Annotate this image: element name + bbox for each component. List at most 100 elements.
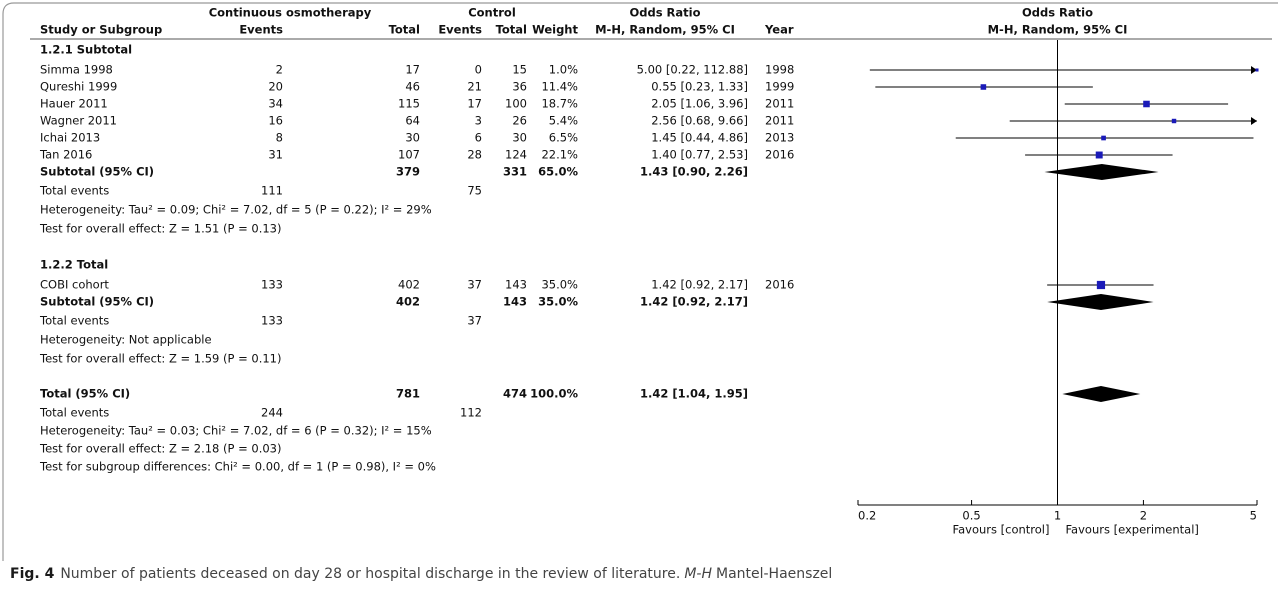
caption-abbrev-text: Mantel-Haenszel [715, 566, 833, 582]
total-events-exp: 244 [261, 406, 283, 420]
column-header: Study or Subgroup [40, 23, 162, 37]
weight: 35.0% [541, 278, 578, 292]
exp-total: 30 [405, 131, 420, 145]
column-header: Events [239, 23, 283, 37]
study-marker [1255, 68, 1259, 72]
heterogeneity: Heterogeneity: Tau² = 0.03; Chi² = 7.02,… [40, 424, 432, 438]
forest-plot: Continuous osmotherapy Control Odds Ratio O… [2, 2, 1278, 561]
favours-right: Favours [experimental] [1066, 523, 1199, 537]
study-name: Qureshi 1999 [40, 80, 117, 94]
subtotal-ci: 1.42 [0.92, 2.17] [640, 295, 748, 309]
exp-total: 17 [405, 63, 420, 77]
weight: 5.4% [549, 114, 578, 128]
subtotal-label: Total (95% CI) [40, 387, 130, 401]
odds-ratio-ci: 1.40 [0.77, 2.53] [651, 148, 748, 162]
caption-text: Number of patients deceased on day 28 or… [60, 566, 681, 582]
ctrl-total: 15 [512, 63, 527, 77]
column-group: Continuous osmotherapy [209, 6, 372, 20]
overall-effect: Test for overall effect: Z = 1.51 (P = 0… [39, 222, 282, 236]
subtotal-label: Subtotal (95% CI) [40, 295, 154, 309]
study-name: Wagner 2011 [40, 114, 117, 128]
x-tick-label: 0.2 [858, 509, 876, 523]
study-name: Ichai 2013 [40, 131, 100, 145]
ctrl-total: 124 [505, 148, 527, 162]
year: 2011 [765, 114, 794, 128]
ctrl-events: 0 [475, 63, 482, 77]
ctrl-events: 6 [475, 131, 482, 145]
heterogeneity: Heterogeneity: Tau² = 0.09; Chi² = 7.02,… [40, 203, 432, 217]
column-group: Odds Ratio [629, 6, 700, 20]
exp-events: 2 [276, 63, 283, 77]
subtotal-ci: 1.42 [1.04, 1.95] [640, 387, 748, 401]
ctrl-total: 100 [505, 97, 527, 111]
column-group: Control [468, 6, 516, 20]
x-tick-label: 2 [1140, 509, 1147, 523]
column-header: Total [389, 23, 420, 37]
total-events-ctrl: 37 [467, 314, 482, 328]
study-name: Tan 2016 [39, 148, 92, 162]
odds-ratio-ci: 2.05 [1.06, 3.96] [651, 97, 748, 111]
exp-total: 115 [398, 97, 420, 111]
ctrl-total: 30 [512, 131, 527, 145]
subtotal-ctrl-total: 143 [503, 295, 527, 309]
x-tick-label: 1 [1054, 509, 1061, 523]
weight: 1.0% [549, 63, 578, 77]
group-title: 1.2.1 Subtotal [40, 43, 132, 57]
column-group: Odds Ratio [1022, 6, 1093, 20]
total-events-ctrl: 75 [467, 184, 482, 198]
overall-effect: Test for overall effect: Z = 1.59 (P = 0… [39, 352, 282, 366]
study-name: Hauer 2011 [40, 97, 108, 111]
year: 1999 [765, 80, 794, 94]
odds-ratio-ci: 5.00 [0.22, 112.88] [637, 63, 748, 77]
weight: 6.5% [549, 131, 578, 145]
exp-total: 46 [405, 80, 420, 94]
total-events-exp: 133 [261, 314, 283, 328]
study-marker [1143, 100, 1150, 108]
heterogeneity: Heterogeneity: Not applicable [40, 333, 212, 347]
ci-arrow [1251, 117, 1257, 125]
weight: 11.4% [541, 80, 578, 94]
odds-ratio-ci: 0.55 [0.23, 1.33] [651, 80, 748, 94]
ctrl-total: 36 [512, 80, 527, 94]
subgroup-test: Test for subgroup differences: Chi² = 0.… [39, 460, 436, 474]
subtotal-exp-total: 379 [396, 165, 420, 179]
summary-diamond [1047, 294, 1154, 310]
frame [2, 2, 1278, 561]
study-marker [1101, 135, 1106, 141]
total-events-label: Total events [39, 184, 109, 198]
column-header: M-H, Random, 95% CI [988, 23, 1128, 37]
total-events-label: Total events [39, 406, 109, 420]
weight: 22.1% [541, 148, 578, 162]
odds-ratio-ci: 1.45 [0.44, 4.86] [651, 131, 748, 145]
summary-diamond [1062, 386, 1141, 402]
favours-left: Favours [control] [953, 523, 1050, 537]
exp-events: 8 [276, 131, 283, 145]
ctrl-events: 37 [467, 278, 482, 292]
column-header: Total [496, 23, 527, 37]
column-header: M-H, Random, 95% CI [595, 23, 735, 37]
year: 2016 [765, 148, 794, 162]
caption-label: Fig. 4 [10, 566, 55, 582]
column-header: Events [438, 23, 482, 37]
exp-events: 16 [268, 114, 283, 128]
caption-abbrev: M-H [684, 566, 712, 582]
ctrl-events: 3 [475, 114, 482, 128]
ci-arrow [1251, 66, 1257, 74]
exp-events: 34 [268, 97, 283, 111]
year: 1998 [765, 63, 794, 77]
summary-diamond [1044, 164, 1159, 180]
exp-total: 107 [398, 148, 420, 162]
year: 2013 [765, 131, 794, 145]
odds-ratio-ci: 1.42 [0.92, 2.17] [651, 278, 748, 292]
ctrl-total: 143 [505, 278, 527, 292]
subtotal-ctrl-total: 474 [503, 387, 527, 401]
exp-events: 133 [261, 278, 283, 292]
total-events-label: Total events [39, 314, 109, 328]
study-marker [1096, 280, 1106, 290]
year: 2011 [765, 97, 794, 111]
subtotal-weight: 65.0% [538, 165, 578, 179]
study-name: Simma 1998 [40, 63, 113, 77]
exp-events: 20 [268, 80, 283, 94]
odds-ratio-ci: 2.56 [0.68, 9.66] [651, 114, 748, 128]
subtotal-weight: 35.0% [538, 295, 578, 309]
